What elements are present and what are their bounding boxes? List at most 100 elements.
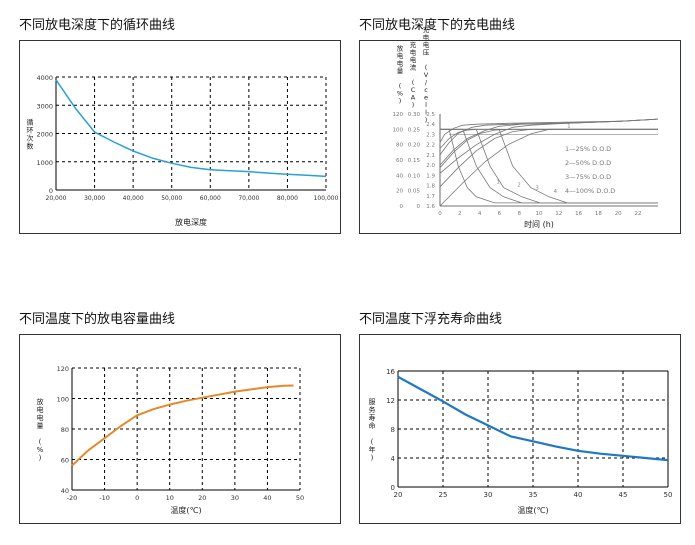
y3-tick-label: 2.5 [426, 112, 435, 118]
y-tick-label: 80 [61, 426, 69, 434]
float-life-chart: 20 25 30 35 40 45 50 0 4 8 12 16 温度(℃) 服务寿命 (年) [369, 368, 673, 515]
float-life-chart-panel: 20 25 30 35 40 45 50 0 4 8 12 16 温度(℃) 服务寿命 (年) [359, 334, 681, 524]
x-tick-label: 30 [231, 494, 239, 502]
legend-entry: 2—50% D.O.D [565, 159, 611, 167]
x-tick-label: 100,000 [314, 195, 339, 202]
x-tick-label: 20,000 [46, 195, 67, 202]
y-tick-label: 3000 [36, 102, 53, 110]
current-curve [440, 128, 658, 204]
y3-tick-label: 2.4 [426, 122, 435, 128]
x-tick-label: 40 [574, 491, 583, 499]
x-axis-label: 温度(℃) [517, 505, 548, 515]
x-tick-label: 50 [664, 491, 673, 499]
curve-number-label: 4 [554, 189, 558, 195]
y-tick-label: 8 [391, 426, 395, 434]
y-tick-label: 4 [391, 455, 396, 463]
y3-tick-label: 2.2 [426, 143, 435, 149]
y3-tick-label: 1.7 [426, 194, 435, 200]
current-curve [440, 128, 658, 204]
charge-chart: 02040608010012000.050.100.150.200.250.30… [393, 25, 659, 229]
legend-entry: 1—25% D.O.D [565, 145, 611, 153]
series-line [397, 375, 669, 462]
y-tick-label: 0 [391, 484, 395, 492]
x-axis-label: 时间 (h) [524, 219, 554, 229]
y-tick-label: 0 [49, 187, 53, 195]
legend-entry: 4—100% D.O.D [565, 187, 615, 195]
y3-tick-label: 2.0 [426, 163, 435, 169]
y3-axis-label: 充电电压 (V / c e l l) [423, 25, 430, 124]
y1-axis-label: 放电电量 (%) [397, 44, 404, 106]
x-tick-label: 30 [484, 491, 493, 499]
y-axis-label: 循环次数 [27, 118, 34, 151]
x-tick-label: 20 [394, 491, 403, 499]
x-tick-label: 25 [439, 491, 448, 499]
curve-number-label: 1 [567, 123, 571, 129]
curve-number-label: 1 [496, 180, 500, 186]
y2-axis-label: 充电电流 (C A) [410, 40, 417, 109]
x-tick-label: 40 [263, 494, 271, 502]
y-tick-label: 100 [57, 396, 69, 404]
cycle-chart-title: 不同放电深度下的循环曲线 [19, 18, 176, 33]
x-tick-label: 10 [166, 494, 174, 502]
y1-tick-label: 80 [396, 143, 403, 149]
capacity-curve [439, 128, 658, 207]
y-tick-label: 12 [386, 397, 395, 405]
voltage-curve [439, 118, 659, 166]
y1-tick-label: 100 [393, 127, 404, 133]
x-tick-label: 35 [529, 491, 538, 499]
cycle-chart: 20,000 30,000 40,000 50,000 60,000 70,000 80,0… [27, 74, 339, 227]
voltage-curve [439, 118, 659, 174]
capacity-chart-title: 不同温度下的放电容量曲线 [19, 312, 176, 327]
charge-chart-title: 不同放电深度下的充电曲线 [359, 18, 516, 33]
series-line [71, 384, 294, 467]
float-life-chart-title: 不同温度下浮充寿命曲线 [359, 312, 503, 327]
y2-tick-label: 0.10 [408, 173, 421, 179]
y2-tick-label: 0.15 [408, 158, 421, 164]
x-tick-label: 6 [498, 211, 502, 217]
x-tick-label: -10 [99, 494, 110, 502]
x-tick-label: 50 [296, 494, 304, 502]
cycle-chart-panel: 20,000 30,000 40,000 50,000 60,000 70,000 80,0… [19, 40, 341, 234]
y1-tick-label: 20 [396, 189, 403, 195]
y-tick-label: 16 [386, 368, 395, 376]
y-tick-label: 1000 [36, 159, 53, 167]
x-tick-label: 80,000 [277, 195, 298, 202]
y-axis-label: 服务寿命 (年) [369, 398, 376, 462]
x-tick-label: 10 [536, 211, 543, 217]
x-tick-label: 0 [135, 494, 139, 502]
y1-tick-label: 0 [400, 204, 404, 210]
capacity-curve [439, 128, 658, 149]
y-tick-label: 120 [57, 365, 69, 373]
charge-chart-panel: 0 20 40 60 80 100 120 0 0.05 0.10 0.15 0.20 0.25 0.30… [359, 25, 681, 234]
x-tick-label: 30,000 [84, 195, 105, 202]
y1-tick-label: 120 [393, 112, 404, 118]
x-tick-label: 40,000 [123, 195, 144, 202]
y-tick-label: 60 [61, 457, 69, 465]
y3-tick-label: 1.9 [426, 173, 435, 179]
curve-number-label: 2 [517, 183, 521, 189]
x-axis-label: 放电深度 [175, 217, 207, 227]
x-tick-label: 22 [635, 211, 642, 217]
y2-tick-label: 0.25 [408, 127, 421, 133]
y3-tick-label: 2.1 [426, 153, 435, 159]
y-tick-label: 2000 [36, 131, 53, 139]
x-tick-label: 18 [595, 211, 602, 217]
y2-tick-label: 0 [417, 204, 421, 210]
x-tick-label: 2 [458, 211, 462, 217]
x-tick-label: 60,000 [200, 195, 221, 202]
x-tick-label: 0 [438, 211, 442, 217]
x-tick-label: 45 [619, 491, 628, 499]
x-axis-label: 温度(℃) [170, 505, 201, 515]
y1-tick-label: 60 [396, 158, 403, 164]
x-tick-label: 16 [575, 211, 582, 217]
legend-entry: 3—75% D.O.D [565, 173, 611, 181]
y2-tick-label: 0.20 [408, 143, 421, 149]
current-curve [440, 128, 658, 204]
y-tick-label: 40 [61, 487, 69, 495]
x-tick-label: -20 [67, 494, 78, 502]
capacity-curve [439, 128, 658, 168]
x-tick-label: 12 [555, 211, 562, 217]
capacity-chart: -20 -10 0 10 20 30 40 50 40 60 80 100 120 温度(℃) 放电电量 (… [37, 365, 305, 515]
y-axis-label: 放电电量 (%) [37, 397, 44, 462]
y2-tick-label: 0.05 [408, 189, 421, 195]
